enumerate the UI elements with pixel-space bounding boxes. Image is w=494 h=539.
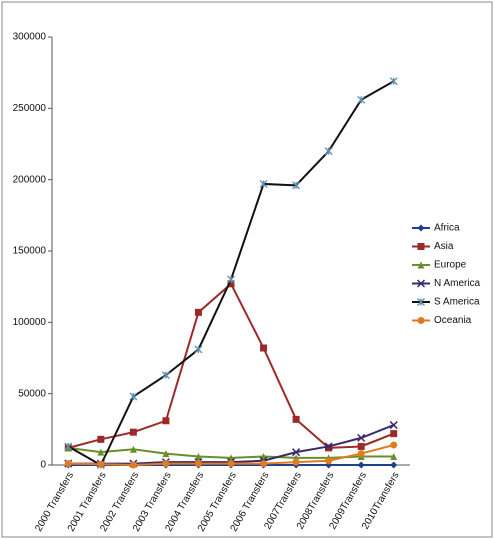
point — [97, 460, 105, 468]
y-tick-label: 50000 — [18, 388, 46, 399]
point — [64, 460, 72, 468]
point — [161, 371, 170, 380]
point — [194, 460, 202, 468]
point — [64, 442, 73, 451]
legend-label: Asia — [434, 241, 454, 252]
point — [129, 392, 138, 401]
y-tick-label: 0 — [40, 460, 46, 471]
point — [162, 450, 170, 458]
point — [390, 452, 398, 460]
point — [357, 95, 366, 104]
point — [390, 461, 398, 469]
point — [260, 460, 268, 468]
y-tick-label: 200000 — [13, 174, 47, 185]
point — [259, 179, 268, 188]
legend-label: Oceania — [434, 315, 472, 326]
point — [194, 345, 203, 354]
point — [389, 421, 398, 430]
legend-label: S America — [434, 297, 480, 308]
point — [227, 460, 235, 468]
point — [162, 417, 170, 425]
legend-label: N America — [434, 278, 481, 289]
point — [129, 428, 137, 436]
point — [324, 147, 333, 156]
point — [129, 461, 137, 469]
point — [194, 452, 202, 460]
y-tick-label: 250000 — [13, 103, 47, 114]
point — [292, 415, 300, 423]
point — [162, 460, 170, 468]
point — [325, 444, 333, 452]
legend-marker — [417, 243, 425, 250]
y-tick-label: 150000 — [13, 246, 47, 257]
legend-label: Africa — [434, 223, 460, 234]
legend-label: Europe — [434, 260, 467, 271]
legend-marker — [417, 317, 425, 324]
point — [97, 448, 105, 456]
point — [390, 441, 398, 449]
point — [292, 448, 301, 457]
point — [389, 77, 398, 86]
y-tick-label: 300000 — [13, 32, 47, 43]
point — [194, 308, 202, 316]
legend-marker — [417, 298, 425, 306]
point — [357, 442, 365, 450]
point — [325, 457, 333, 465]
point — [292, 181, 301, 190]
point — [292, 458, 300, 466]
point — [227, 275, 235, 284]
y-tick-label: 100000 — [13, 317, 47, 328]
point — [357, 461, 365, 469]
point — [357, 433, 366, 442]
legend-marker — [417, 224, 425, 232]
point — [97, 435, 105, 443]
point — [227, 280, 235, 288]
point — [357, 450, 365, 458]
point — [129, 445, 137, 453]
point — [324, 442, 333, 451]
legend-marker — [417, 261, 425, 269]
point — [260, 344, 268, 352]
point — [390, 430, 398, 438]
legend-marker — [416, 279, 426, 288]
